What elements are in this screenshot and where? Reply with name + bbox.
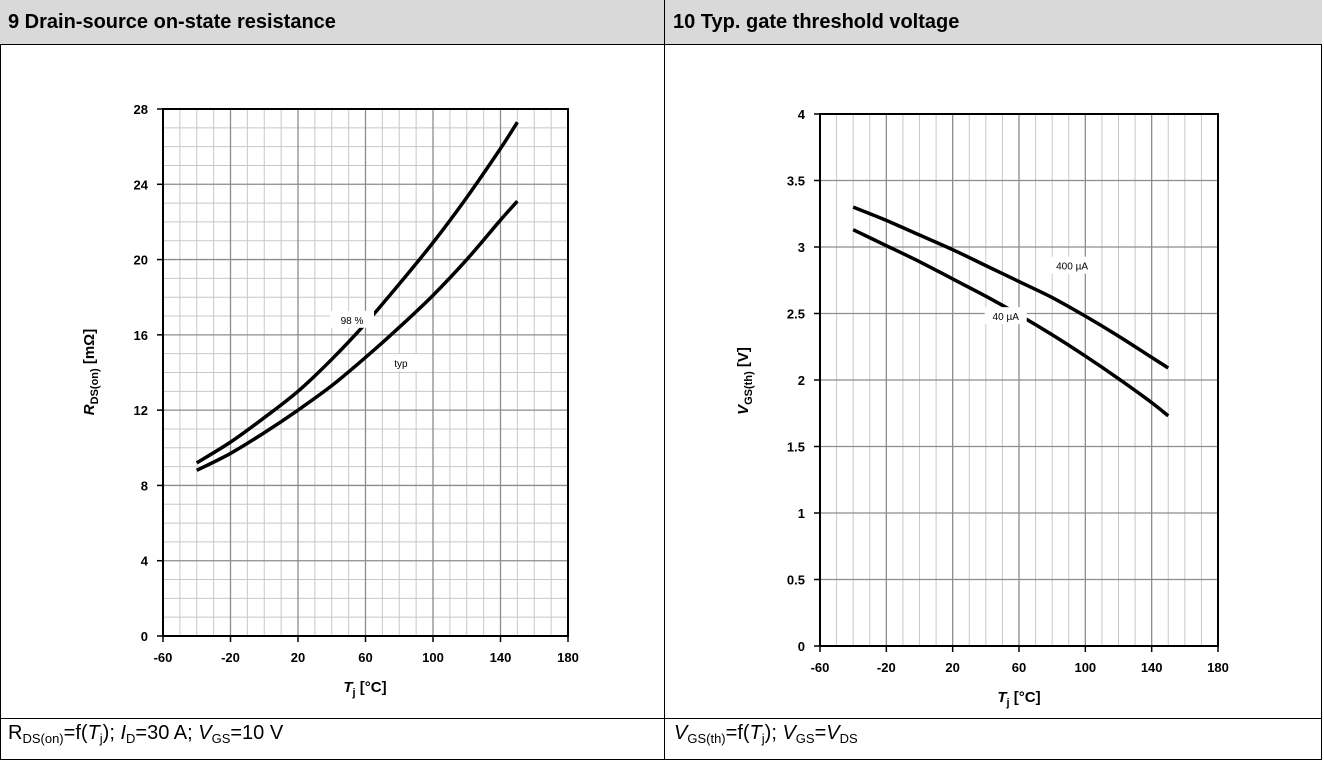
column-divider — [664, 0, 665, 760]
y-tick-label: 20 — [134, 253, 148, 268]
x-tick-label: 60 — [358, 650, 372, 665]
y-tick-label: 1.5 — [787, 440, 805, 455]
x-tick-label: -20 — [877, 660, 896, 675]
series-label: 98 % — [341, 316, 364, 327]
y-tick-label: 0.5 — [787, 573, 805, 588]
series-label: typ — [394, 359, 408, 370]
series-line-1 — [195, 121, 519, 465]
y-tick-label: 16 — [134, 328, 148, 343]
series-label-bg — [382, 354, 419, 372]
series-line-1 — [852, 205, 1170, 370]
y-tick-label: 0 — [141, 629, 148, 644]
series-label-bg — [330, 310, 374, 328]
x-tick-label: 180 — [557, 650, 579, 665]
header-row — [0, 0, 1322, 45]
y-tick-label: 28 — [134, 102, 148, 117]
x-tick-label: 20 — [291, 650, 305, 665]
x-tick-label: -20 — [221, 650, 240, 665]
y-tick-label: 1 — [798, 506, 805, 521]
y-tick-label: 3.5 — [787, 174, 805, 189]
y-tick-label: 2 — [798, 373, 805, 388]
vgsth-chart: -60 -20 20 60 100 140 180 0 0.5 1 1.5 2 2.5 3 3.5 4 Tj [… — [735, 107, 1229, 709]
x-tick-label: -60 — [811, 660, 830, 675]
x-tick-label: 140 — [490, 650, 512, 665]
series-label-bg — [1044, 256, 1101, 274]
panel-1-title: 9 Drain-source on-state resistance — [8, 11, 336, 33]
x-axis-label: Tj [°C] — [343, 679, 386, 699]
y-tick-label: 4 — [798, 107, 806, 122]
caption-divider — [0, 718, 1322, 719]
major-grid — [820, 114, 1218, 646]
y-tick-label: 8 — [141, 478, 148, 493]
x-tick-label: -60 — [154, 650, 173, 665]
series-label-bg — [984, 307, 1027, 325]
x-tick-label: 60 — [1012, 660, 1026, 675]
rdson-chart: -60 -20 20 60 100 140 180 0 4 8 12 16 20 24 28 Tj [°C] R… — [81, 102, 579, 699]
series-line-2 — [195, 200, 519, 472]
y-tick-label: 0 — [798, 639, 805, 654]
x-tick-label: 140 — [1141, 660, 1163, 675]
y-tick-label: 3 — [798, 240, 805, 255]
panel-2-caption: VGS(th)=f(Tj); VGS=VDS — [674, 722, 858, 746]
series-label: 40 µA — [993, 312, 1020, 323]
y-tick-label: 24 — [134, 177, 149, 192]
y-tick-label: 12 — [134, 403, 148, 418]
x-tick-label: 100 — [1074, 660, 1096, 675]
x-tick-label: 20 — [945, 660, 959, 675]
series-label: 400 µA — [1056, 262, 1088, 273]
panel-1-caption: RDS(on)=f(Tj); ID=30 A; VGS=10 V — [8, 722, 284, 746]
y-tick-label: 2.5 — [787, 307, 805, 322]
x-tick-label: 180 — [1207, 660, 1229, 675]
panel-2-title: 10 Typ. gate threshold voltage — [673, 11, 960, 33]
y-tick-label: 4 — [141, 554, 149, 569]
y-axis-label: RDS(on) [mΩ] — [81, 329, 101, 415]
x-tick-label: 100 — [422, 650, 444, 665]
major-grid — [163, 109, 568, 636]
x-axis-label: Tj [°C] — [997, 689, 1040, 709]
y-axis-label: VGS(th) [V] — [735, 347, 755, 415]
